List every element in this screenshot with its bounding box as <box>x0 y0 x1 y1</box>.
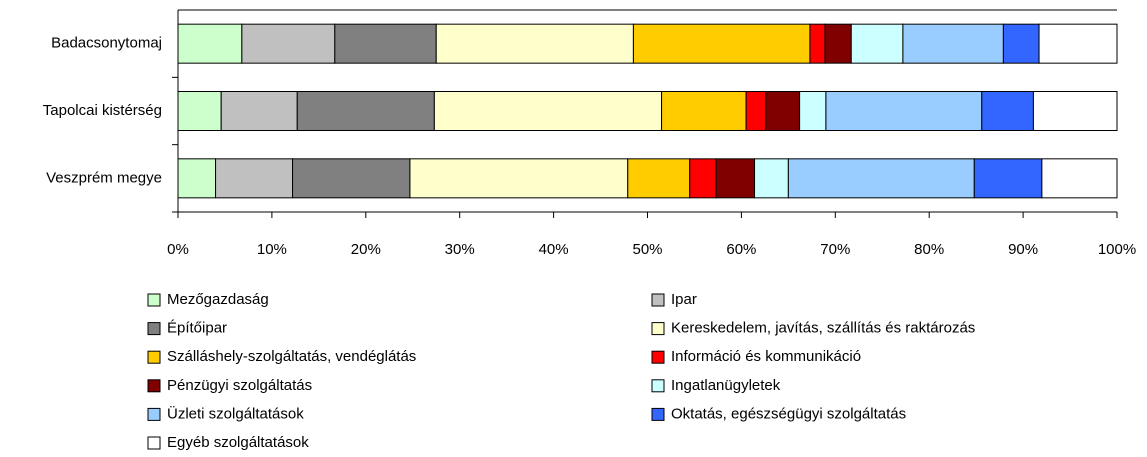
bar-segment <box>1032 91 1118 131</box>
bar-segment <box>825 91 983 131</box>
y-tick-label: Tapolcai kistérség <box>43 102 162 119</box>
bar-segment <box>902 23 1004 64</box>
bar-segment <box>177 91 222 131</box>
legend-label: Mezőgazdaság <box>167 291 269 308</box>
bar-segment <box>661 91 747 131</box>
bar-segment <box>632 23 811 64</box>
y-tick-label: Badacsonytomaj <box>51 35 162 52</box>
x-tick-label: 80% <box>914 241 944 258</box>
x-tick-label: 100% <box>1098 241 1136 258</box>
bar-segment <box>689 158 717 199</box>
x-tick-label: 20% <box>351 241 381 258</box>
bar-segment <box>1041 158 1118 199</box>
legend-label: Pénzügyi szolgáltatás <box>167 377 312 394</box>
bar-segment <box>296 91 435 131</box>
bar-segment <box>215 158 294 199</box>
x-tick-label: 90% <box>1008 241 1038 258</box>
bar-segment <box>433 91 663 131</box>
bar-segment <box>334 23 437 64</box>
bar-segment <box>292 158 411 199</box>
bar-segment <box>799 91 827 131</box>
legend-swatch <box>651 293 665 307</box>
bar-segment <box>627 158 691 199</box>
bar-segment <box>981 91 1034 131</box>
legend-label: Ingatlanügyletek <box>671 377 781 394</box>
x-tick-label: 10% <box>257 241 287 258</box>
bar-segment <box>177 23 243 64</box>
legend-label: Szálláshely-szolgáltatás, vendéglátás <box>167 348 416 365</box>
bar-segment <box>765 91 801 131</box>
x-tick-label: 0% <box>167 241 189 258</box>
x-tick-label: 70% <box>820 241 850 258</box>
legend-swatch <box>651 350 665 364</box>
legend-swatch <box>147 350 161 364</box>
bar-segment <box>1038 23 1118 64</box>
bar-segment <box>435 23 634 64</box>
legend-swatch <box>147 379 161 393</box>
legend-label: Építőipar <box>167 320 227 337</box>
bar-segment <box>1002 23 1040 64</box>
x-tick-label: 30% <box>445 241 475 258</box>
bar-segment <box>409 158 629 199</box>
x-tick-label: 60% <box>726 241 756 258</box>
y-tick-label: Veszprém megye <box>46 169 162 186</box>
legend-label: Ipar <box>671 291 697 308</box>
legend-label: Egyéb szolgáltatások <box>167 434 309 451</box>
bar-segment <box>850 23 904 64</box>
legend-swatch <box>147 407 161 421</box>
legend-swatch <box>651 379 665 393</box>
legend-label: Információ és kommunikáció <box>671 348 861 365</box>
bar-segment <box>220 91 298 131</box>
bar-segment <box>715 158 756 199</box>
bar-segment <box>241 23 336 64</box>
bar-segment <box>177 158 217 199</box>
legend-label: Oktatás, egészségügyi szolgáltatás <box>671 405 906 422</box>
bar-segment <box>973 158 1043 199</box>
legend-label: Üzleti szolgáltatások <box>167 404 304 422</box>
bar-segment <box>809 23 826 64</box>
legend-swatch <box>147 436 161 450</box>
bar-segment <box>824 23 852 64</box>
legend-swatch <box>651 407 665 421</box>
x-tick-label: 50% <box>632 241 662 258</box>
bar-segment <box>745 91 767 131</box>
legend-swatch <box>147 322 161 336</box>
legend-swatch <box>651 322 665 336</box>
bar-segment <box>754 158 789 199</box>
legend-swatch <box>147 293 161 307</box>
x-tick-label: 40% <box>539 241 569 258</box>
legend-label: Kereskedelem, javítás, szállítás és rakt… <box>671 320 975 337</box>
bar-segment <box>787 158 975 199</box>
